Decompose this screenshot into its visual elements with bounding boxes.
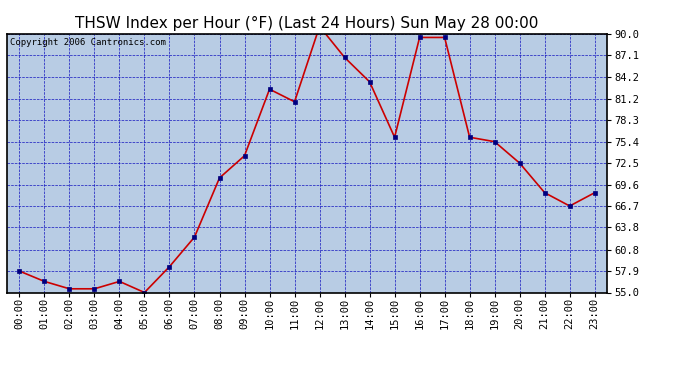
Title: THSW Index per Hour (°F) (Last 24 Hours) Sun May 28 00:00: THSW Index per Hour (°F) (Last 24 Hours)…: [75, 16, 539, 31]
Text: Copyright 2006 Cantronics.com: Copyright 2006 Cantronics.com: [10, 38, 166, 46]
